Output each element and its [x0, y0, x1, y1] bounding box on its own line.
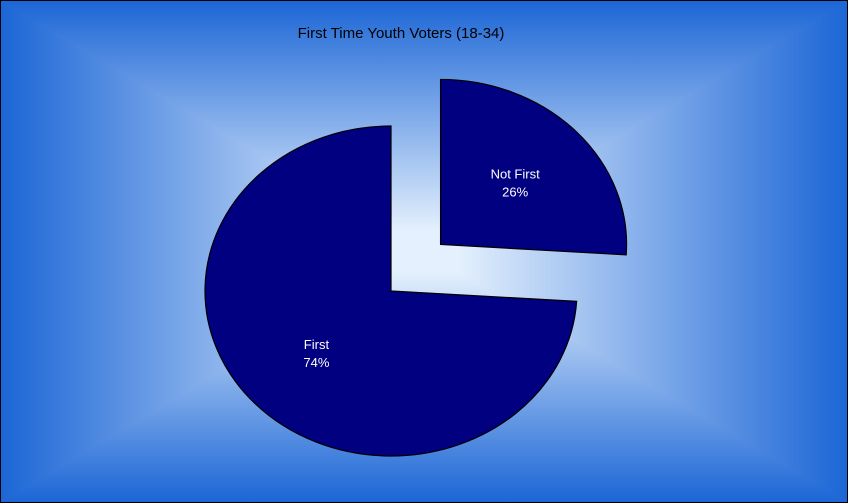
chart-title: First Time Youth Voters (18-34) — [298, 25, 505, 42]
pie-slice-first — [204, 125, 578, 457]
pie-slice-not-first — [439, 78, 628, 256]
slice-value-first: 74% — [303, 355, 329, 370]
slice-label-not-first: Not First — [491, 166, 541, 181]
slice-label-first: First — [304, 337, 330, 352]
slice-value-not-first: 26% — [502, 184, 528, 199]
